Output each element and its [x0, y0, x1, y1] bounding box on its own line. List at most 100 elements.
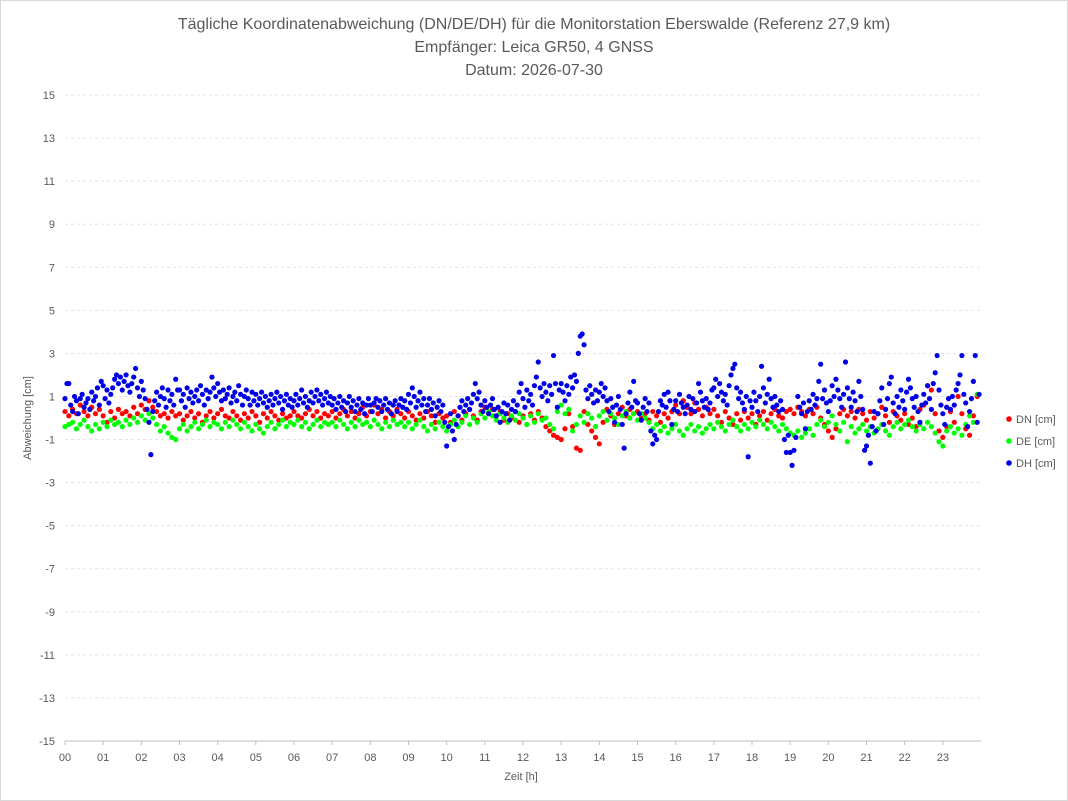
data-point	[421, 396, 427, 402]
data-point	[230, 408, 236, 415]
data-point	[325, 413, 331, 419]
data-point	[161, 411, 167, 417]
data-point	[787, 449, 793, 456]
data-point	[356, 417, 362, 423]
data-point	[274, 389, 280, 395]
data-point	[451, 436, 457, 443]
y-tick-label: 3	[49, 348, 55, 360]
data-point	[367, 424, 373, 430]
data-point	[300, 400, 307, 406]
y-tick-label: -3	[45, 478, 55, 490]
data-point	[753, 398, 759, 404]
data-point	[398, 419, 404, 425]
data-point	[653, 413, 660, 419]
x-tick-label: 20	[822, 752, 834, 764]
data-point	[85, 424, 91, 430]
data-point	[863, 428, 870, 434]
data-point	[237, 391, 244, 397]
data-point	[310, 413, 316, 419]
data-point	[806, 398, 812, 404]
data-point	[215, 411, 221, 417]
data-point	[211, 385, 217, 391]
y-tick-label: 5	[49, 305, 55, 317]
data-point	[737, 417, 744, 423]
data-point	[827, 398, 833, 404]
data-point	[749, 404, 755, 410]
data-point	[388, 411, 394, 417]
data-point	[291, 421, 297, 428]
data-point	[730, 417, 736, 423]
data-point	[70, 419, 76, 425]
data-point	[180, 391, 186, 397]
data-point	[287, 413, 293, 419]
data-point	[615, 421, 622, 428]
data-point	[434, 404, 440, 410]
data-point	[295, 402, 301, 408]
data-point	[432, 413, 438, 419]
data-point	[947, 424, 954, 430]
data-point	[539, 417, 545, 423]
data-point	[653, 421, 660, 428]
data-point	[537, 385, 543, 391]
data-point	[75, 411, 81, 417]
data-point	[850, 389, 856, 395]
data-point	[451, 417, 457, 423]
data-point	[453, 421, 459, 428]
y-axis-title: Abweichung [cm]	[22, 376, 34, 460]
data-point	[976, 391, 982, 397]
data-point	[405, 419, 412, 425]
data-point	[295, 417, 301, 423]
data-point	[808, 406, 814, 412]
data-point	[318, 391, 324, 397]
data-point	[127, 421, 133, 428]
data-point	[482, 415, 488, 421]
data-point	[890, 424, 896, 430]
data-point	[306, 426, 312, 432]
y-tick-label: 7	[49, 262, 55, 274]
data-point	[449, 428, 455, 434]
data-point	[344, 413, 351, 419]
data-point	[711, 406, 717, 412]
data-point	[127, 413, 133, 419]
data-point	[89, 389, 95, 395]
data-point	[577, 413, 583, 419]
data-point	[606, 408, 612, 415]
data-point	[66, 380, 72, 387]
data-point	[879, 404, 885, 410]
data-point	[102, 396, 108, 402]
data-point	[749, 419, 755, 425]
data-point	[699, 398, 705, 404]
data-point	[631, 378, 637, 384]
data-point	[583, 387, 589, 393]
data-point	[365, 396, 372, 402]
data-point	[396, 402, 402, 408]
data-point	[77, 396, 83, 402]
data-point	[936, 439, 942, 445]
x-tick-label: 01	[97, 752, 109, 764]
data-point	[627, 389, 633, 395]
data-point	[949, 393, 955, 400]
data-point	[169, 434, 175, 440]
data-point	[159, 385, 165, 391]
data-point	[695, 406, 702, 412]
data-point	[963, 400, 969, 406]
data-point	[133, 365, 139, 372]
chart-title-line-1: Tägliche Koordinatenabweichung (DN/DE/DH…	[178, 16, 890, 33]
data-point	[951, 402, 957, 408]
data-point	[381, 402, 387, 408]
data-point	[955, 426, 961, 432]
data-point	[726, 415, 732, 421]
data-point	[558, 402, 564, 408]
data-point	[297, 396, 303, 402]
data-point	[604, 398, 610, 404]
data-point	[898, 426, 904, 432]
data-point	[634, 400, 641, 406]
data-point	[487, 402, 494, 408]
x-tick-label: 23	[937, 752, 949, 764]
data-point	[722, 428, 728, 434]
data-point	[673, 402, 679, 408]
data-point	[493, 413, 499, 419]
data-point	[955, 380, 961, 387]
data-point	[568, 374, 574, 380]
x-tick-label: 18	[746, 752, 758, 764]
